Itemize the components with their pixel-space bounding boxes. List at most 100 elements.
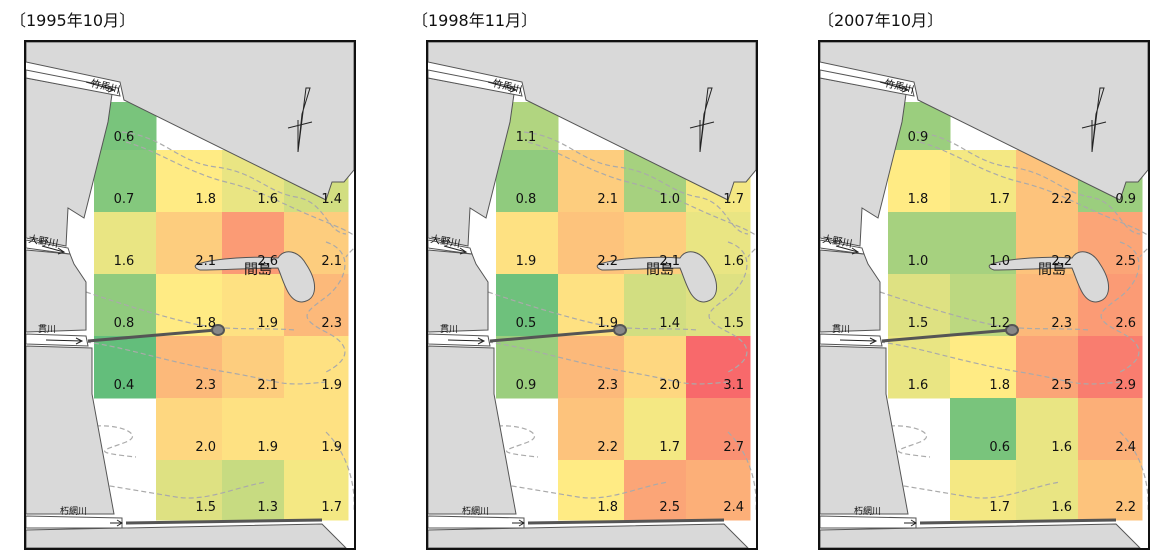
contour-line (527, 141, 756, 258)
contour-line (708, 241, 748, 373)
panel-title-2007: 〔2007年10月〕 (818, 11, 944, 30)
grid-cell (94, 336, 157, 399)
island-majima (194, 251, 315, 303)
cell-value-label: 1.7 (659, 440, 680, 455)
north-arrow-icon (689, 87, 715, 153)
cell-value-label: 2.1 (257, 378, 278, 393)
grid-cell (950, 460, 1017, 521)
river-label-kutsuami: 朽網川 (60, 505, 87, 517)
cell-value-label: 1.9 (321, 378, 342, 393)
map-1998: 1.1 0.8 2.1 1.0 1.7 1.9 2.2 2.1 1.6 0.5 1.9 1.4 1.5 0… (428, 42, 756, 548)
cell-value-label: 2.2 (1051, 192, 1072, 207)
south-land (820, 523, 1141, 548)
contour-line (1119, 431, 1148, 512)
map-panel-1995: 0.6 0.7 1.8 1.6 1.4 1.6 2.1 2.6 2.1 0.8 1.8 1.9 2.3 0… (24, 40, 356, 550)
outfall-pipe-nuki (87, 328, 217, 343)
cell-value-label: 1.5 (908, 316, 929, 331)
cell-value-label: 2.4 (1115, 440, 1136, 455)
value-labels: 1.1 0.8 2.1 1.0 1.7 1.9 2.2 2.1 1.6 0.5 1.9 1.4 1.5 0… (516, 130, 744, 515)
cell-value-label: 0.4 (114, 378, 135, 393)
contour-lines (487, 131, 756, 512)
cell-value-label: 0.9 (516, 378, 537, 393)
arrow-ono-icon (835, 245, 860, 255)
cell-value-label: 0.7 (114, 192, 135, 207)
river-mouths (820, 69, 917, 529)
cell-value-label: 1.7 (989, 192, 1010, 207)
outfall-diffuser (1005, 324, 1019, 336)
grid-cell (1078, 398, 1143, 461)
cell-value-label: 1.5 (195, 500, 216, 515)
grid-cell (222, 398, 285, 461)
grid-cell (222, 336, 285, 399)
grid-cell (496, 212, 559, 275)
value-labels: 0.6 0.7 1.8 1.6 1.4 1.6 2.1 2.6 2.1 0.8 1.8 1.9 2.3 0… (114, 130, 342, 515)
grid-cell (94, 150, 157, 213)
contour-line (306, 241, 346, 373)
cell-value-label: 1.6 (908, 378, 929, 393)
south-land (428, 523, 749, 548)
west-land-top (820, 77, 907, 247)
grid-cell (156, 460, 223, 521)
arrow-nuki-icon (447, 337, 486, 345)
grid-cell (950, 336, 1017, 399)
outfall-diffuser (613, 324, 627, 336)
contour-line (325, 431, 354, 512)
grid-cell (1078, 336, 1143, 399)
river-mouths (428, 69, 525, 529)
arrow-nuki-icon (45, 337, 84, 345)
cell-value-label: 1.0 (659, 192, 680, 207)
west-land-bottom (820, 345, 909, 515)
grid-cell (686, 336, 751, 399)
cell-value-label: 0.5 (516, 316, 537, 331)
cell-value-label: 2.0 (195, 440, 216, 455)
contour-line (85, 341, 327, 385)
cell-value-label: 2.1 (597, 192, 618, 207)
south-land (26, 523, 347, 548)
cell-value-label: 0.6 (989, 440, 1010, 455)
grid-cell (1016, 336, 1079, 399)
river-label-kutsuami: 朽網川 (854, 505, 881, 517)
outfall-pipe-kutsuami (125, 518, 323, 525)
outfall-pipe-kutsuami (527, 518, 725, 525)
river-mouths (26, 69, 123, 529)
map-1995: 0.6 0.7 1.8 1.6 1.4 1.6 2.1 2.6 2.1 0.8 1.8 1.9 2.3 0… (26, 42, 354, 548)
cell-value-label: 2.3 (1051, 316, 1072, 331)
contour-line (879, 341, 1121, 385)
island-majima (988, 251, 1109, 303)
river-label-nuki: 貫川 (832, 324, 850, 335)
cell-value-label: 1.8 (195, 192, 216, 207)
map-2007: 0.9 1.8 1.7 2.2 0.9 1.0 1.0 2.2 2.5 1.5 1.2 2.3 2.6 1… (820, 42, 1148, 548)
grid-cell (558, 398, 625, 461)
cell-value-label: 1.0 (989, 254, 1010, 269)
grid-cell (558, 336, 625, 399)
grid-cell (284, 336, 349, 399)
cell-value-label: 2.1 (659, 254, 680, 269)
cell-value-label: 2.1 (195, 254, 216, 269)
grid-cell (888, 212, 951, 275)
cell-value-label: 3.1 (723, 378, 744, 393)
grid-cells (496, 102, 751, 521)
grid-cell (156, 336, 223, 399)
river-label-kutsuami: 朽網川 (462, 505, 489, 517)
cell-value-label: 1.6 (257, 192, 278, 207)
cell-value-label: 1.6 (1051, 440, 1072, 455)
grid-cell (1016, 398, 1079, 461)
cell-value-label: 0.8 (516, 192, 537, 207)
arrow-kutsuami-icon (110, 519, 123, 527)
grid-cell (686, 460, 751, 521)
cell-value-label: 1.5 (723, 316, 744, 331)
cell-value-label: 1.1 (516, 130, 537, 145)
river-channel-kutsuami (428, 515, 525, 529)
west-land-mid (820, 249, 881, 333)
grid-cell (222, 274, 285, 337)
contour-line (487, 341, 729, 385)
contour-line (915, 131, 1141, 235)
arrow-takema-icon (487, 81, 518, 93)
arrow-takema-icon (879, 81, 910, 93)
contour-line (881, 425, 931, 458)
outfall-pipe-nuki (489, 328, 619, 343)
land (26, 42, 354, 548)
cell-value-label: 1.8 (908, 192, 929, 207)
grid-cell (624, 274, 687, 337)
